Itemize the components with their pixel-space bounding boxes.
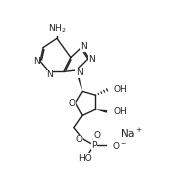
Text: O: O bbox=[93, 131, 101, 140]
Text: N: N bbox=[81, 42, 87, 51]
Text: P: P bbox=[91, 141, 97, 150]
Text: OH: OH bbox=[113, 85, 127, 94]
Text: N: N bbox=[46, 70, 53, 79]
Text: Na$^+$: Na$^+$ bbox=[120, 126, 143, 140]
Text: O: O bbox=[76, 135, 83, 144]
Polygon shape bbox=[76, 69, 82, 91]
Text: HO: HO bbox=[79, 154, 92, 163]
Polygon shape bbox=[95, 109, 107, 113]
Text: NH$_2$: NH$_2$ bbox=[48, 23, 66, 35]
Text: OH: OH bbox=[113, 107, 127, 116]
Text: O: O bbox=[68, 99, 75, 108]
Text: O$^-$: O$^-$ bbox=[112, 140, 127, 151]
Text: N: N bbox=[33, 57, 40, 66]
Text: N: N bbox=[88, 55, 95, 64]
Text: N: N bbox=[76, 69, 83, 77]
